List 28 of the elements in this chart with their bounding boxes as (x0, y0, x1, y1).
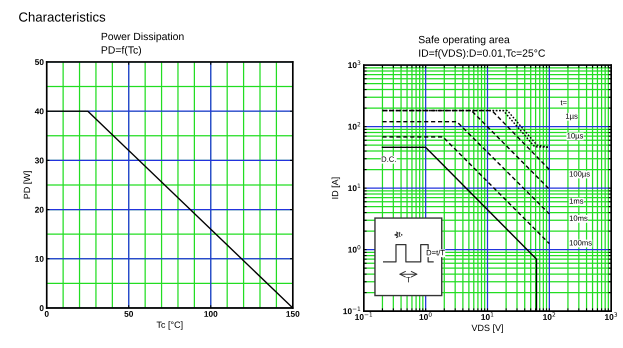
y-tick-label: 10 (35, 256, 44, 262)
chart-subtitle: ID=f(VDS):D=0.01,Tc=25°C (419, 49, 546, 59)
x-tick-label: 10$^{−1}$ (355, 312, 372, 320)
y-axis-title: ID [A] (332, 177, 340, 199)
text: Characteristics (19, 12, 106, 22)
y-tick-label: 10$^{2}$ (348, 122, 360, 130)
x-tick-label: 10$^{3}$ (605, 312, 618, 320)
y-tick-label: 10$^{1}$ (348, 184, 360, 192)
y-tick-label: 0 (40, 305, 44, 312)
x-tick-label: 50 (124, 310, 134, 317)
x-tick-label: 10$^{0}$ (420, 312, 432, 320)
y-tick-label: 10$^{0}$ (348, 245, 360, 253)
chart-title: Safe operating area (418, 36, 510, 46)
x-axis-title: Tc [°C] (156, 321, 182, 330)
y-tick-label: 30 (34, 158, 44, 164)
x-tick-label: 100 (204, 310, 218, 317)
y-axis-title: PD [W] (23, 171, 32, 199)
chart-subtitle: PD=f(Tc) (102, 46, 142, 56)
y-tick-label: 40 (34, 108, 44, 114)
x-tick-label: 10$^{1}$ (481, 312, 494, 320)
chart-title: Power Dissipation (102, 32, 184, 42)
x-tick-label: 0 (44, 310, 49, 317)
x-tick-label: 10$^{2}$ (543, 312, 556, 320)
x-tick-label: 150 (286, 310, 300, 317)
x-axis-title: VDS [V] (471, 324, 503, 333)
y-tick-label: 10$^{3}$ (348, 60, 360, 68)
y-tick-label: 50 (34, 59, 44, 66)
y-tick-label: 20 (34, 206, 44, 213)
